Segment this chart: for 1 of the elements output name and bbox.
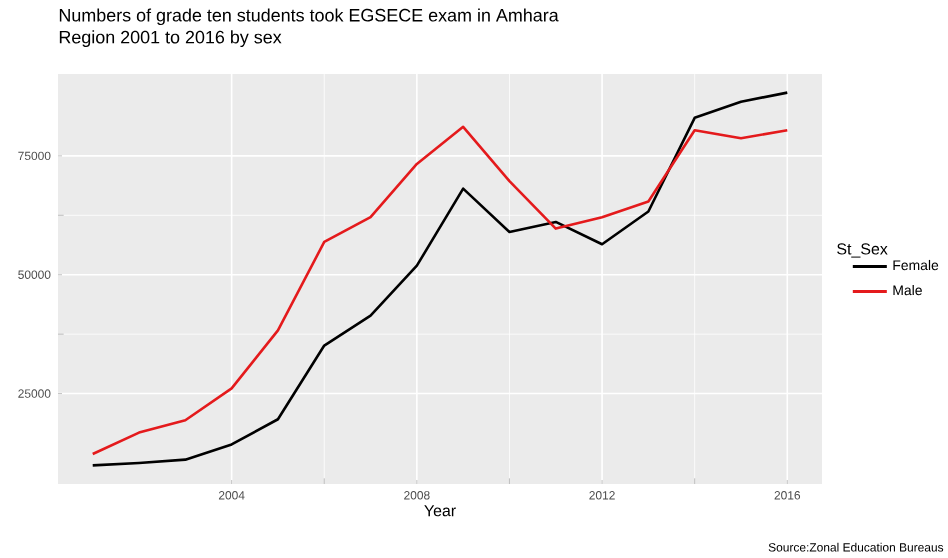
chart-title: Numbers of grade ten students took EGSECE exam in Amhara Region 2001 to 2016 by sex bbox=[59, 8, 559, 48]
